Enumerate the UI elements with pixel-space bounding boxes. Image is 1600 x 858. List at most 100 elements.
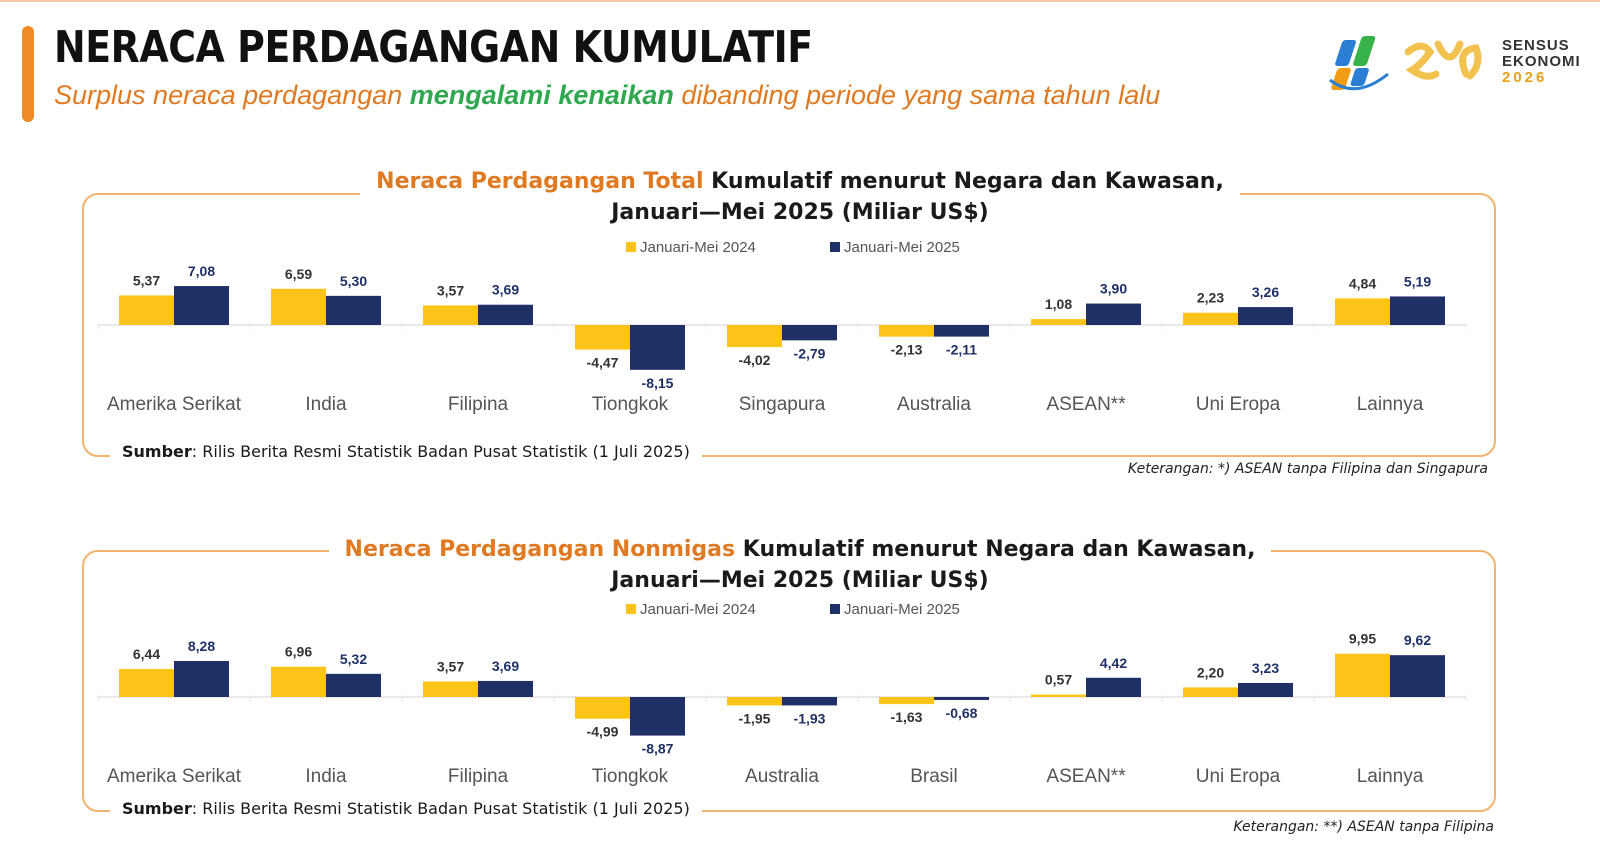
data-label-2025: 9,62: [1404, 632, 1431, 648]
data-label-2024: -1,63: [891, 709, 923, 725]
category-label: Filipina: [448, 766, 509, 787]
data-label-2024: 4,84: [1349, 275, 1376, 291]
bar-2024: [1183, 312, 1238, 325]
sensus-ekonomi-wordmark: SENSUS EKONOMI 2026: [1502, 38, 1581, 86]
data-label-2024: 5,37: [133, 272, 160, 288]
category-label: Tiongkok: [592, 394, 669, 415]
bar-2024: [119, 668, 174, 697]
legend-swatch-1: [830, 604, 840, 614]
bar-2025: [1086, 303, 1141, 325]
panel-2-title-line2: Januari—Mei 2025 (Miliar US$): [595, 565, 1005, 596]
data-label-2024: -4,47: [587, 355, 619, 371]
data-label-2025: 5,30: [340, 273, 367, 289]
bar-2025: [478, 304, 533, 325]
data-label-2025: 3,23: [1252, 660, 1279, 676]
data-label-2024: 1,08: [1045, 296, 1072, 312]
data-label-2024: -1,95: [739, 710, 771, 726]
subtitle-prefix: Surplus neraca perdagangan: [54, 80, 410, 110]
logo-line-2: EKONOMI: [1502, 53, 1581, 70]
panel-1-source-text: : Rilis Berita Resmi Statistik Badan Pus…: [191, 442, 690, 461]
category-label: Australia: [897, 394, 971, 415]
bar-2024: [423, 305, 478, 325]
bar-2024: [271, 288, 326, 325]
page-title: NERACA PERDAGANGAN KUMULATIF: [54, 22, 813, 73]
bps-logo-icon: [1329, 36, 1389, 91]
bar-2025: [782, 697, 837, 706]
legend-label-0: Januari-Mei 2024: [640, 239, 756, 256]
category-label: Lainnya: [1357, 394, 1424, 415]
se2026-emblem-icon: [1404, 40, 1482, 80]
bar-2025: [1390, 296, 1445, 325]
category-label: Lainnya: [1357, 766, 1424, 787]
chart-nonoil-trade-balance: Januari-Mei 2024 Januari-Mei 2025 6,44 8,28…: [97, 601, 1467, 787]
chart-total-trade-balance: Januari-Mei 2024 Januari-Mei 2025 5,37 7,08…: [97, 239, 1467, 415]
data-label-2024: 2,20: [1197, 664, 1224, 680]
legend-swatch-0: [626, 604, 636, 614]
bar-2025: [174, 286, 229, 325]
legend-label-1: Januari-Mei 2025: [844, 601, 960, 618]
bar-2025: [1390, 655, 1445, 697]
data-label-2025: 4,42: [1100, 655, 1127, 671]
bar-2025: [326, 295, 381, 325]
bar-2025: [782, 325, 837, 341]
data-label-2024: 9,95: [1349, 631, 1376, 647]
bar-2024: [1183, 687, 1238, 697]
bar-2024: [727, 697, 782, 706]
data-label-2024: 3,57: [437, 282, 464, 298]
data-label-2024: 6,96: [285, 644, 312, 660]
category-label: India: [305, 394, 347, 415]
data-label-2025: 3,26: [1252, 284, 1279, 300]
bar-2025: [934, 325, 989, 337]
bar-2025: [326, 673, 381, 697]
category-label: Amerika Serikat: [107, 394, 242, 415]
data-label-2025: -2,79: [794, 345, 826, 361]
bar-2025: [1086, 677, 1141, 697]
data-label-2024: 6,44: [133, 646, 160, 662]
bar-2025: [1238, 682, 1293, 697]
bar-2025: [630, 697, 685, 736]
logo-line-1: SENSUS: [1502, 37, 1570, 54]
data-label-2025: 7,08: [188, 263, 215, 279]
category-label: Uni Eropa: [1196, 394, 1281, 415]
panel-1-source-bold: Sumber: [122, 442, 192, 461]
data-label-2024: 0,57: [1045, 672, 1072, 688]
category-label: ASEAN**: [1046, 766, 1126, 787]
data-label-2025: -8,15: [642, 375, 674, 391]
logo-line-3: 2026: [1502, 69, 1548, 86]
bar-2024: [1031, 319, 1086, 325]
data-label-2025: 3,90: [1100, 281, 1127, 297]
category-label: Brasil: [910, 766, 958, 787]
panel-1-title-line2: Januari—Mei 2025 (Miliar US$): [595, 197, 1005, 228]
bar-2024: [879, 325, 934, 337]
panel-1-source: Sumber: Rilis Berita Resmi Statistik Bad…: [110, 442, 702, 461]
data-label-2024: -2,13: [891, 342, 923, 358]
bar-2024: [575, 325, 630, 350]
data-label-2025: -8,87: [642, 741, 674, 757]
bar-2025: [934, 697, 989, 700]
panel-1-note: Keterangan: *) ASEAN tanpa Filipina dan …: [1127, 461, 1488, 477]
legend-label-0: Januari-Mei 2024: [640, 601, 756, 618]
bar-2025: [1238, 307, 1293, 325]
bar-2024: [423, 681, 478, 697]
bar-2024: [119, 295, 174, 325]
panel-1-title: Neraca Perdagangan Total Kumulatif menur…: [0, 166, 1600, 228]
bar-2024: [271, 666, 326, 697]
panel-2-note: Keterangan: **) ASEAN tanpa Filipina: [1233, 819, 1494, 835]
data-label-2025: 5,19: [1404, 273, 1431, 289]
panel-2-source-text: : Rilis Berita Resmi Statistik Badan Pus…: [191, 799, 690, 818]
bar-2025: [174, 660, 229, 697]
category-label: Tiongkok: [592, 766, 669, 787]
data-label-2024: -4,02: [739, 352, 771, 368]
panel-1-title-rest: Kumulatif menurut Negara dan Kawasan,: [703, 169, 1224, 194]
data-label-2025: 3,69: [492, 282, 519, 298]
bar-2025: [478, 680, 533, 697]
data-label-2025: 8,28: [188, 638, 215, 654]
data-label-2025: 3,69: [492, 658, 519, 674]
legend-swatch-1: [830, 242, 840, 252]
bar-2024: [1335, 653, 1390, 697]
bar-2024: [1031, 694, 1086, 697]
panel-2-title-lead: Neraca Perdagangan Nonmigas: [344, 537, 736, 562]
panel-2-source-bold: Sumber: [122, 799, 192, 818]
category-label: Australia: [745, 766, 819, 787]
top-rule: [0, 0, 1600, 2]
